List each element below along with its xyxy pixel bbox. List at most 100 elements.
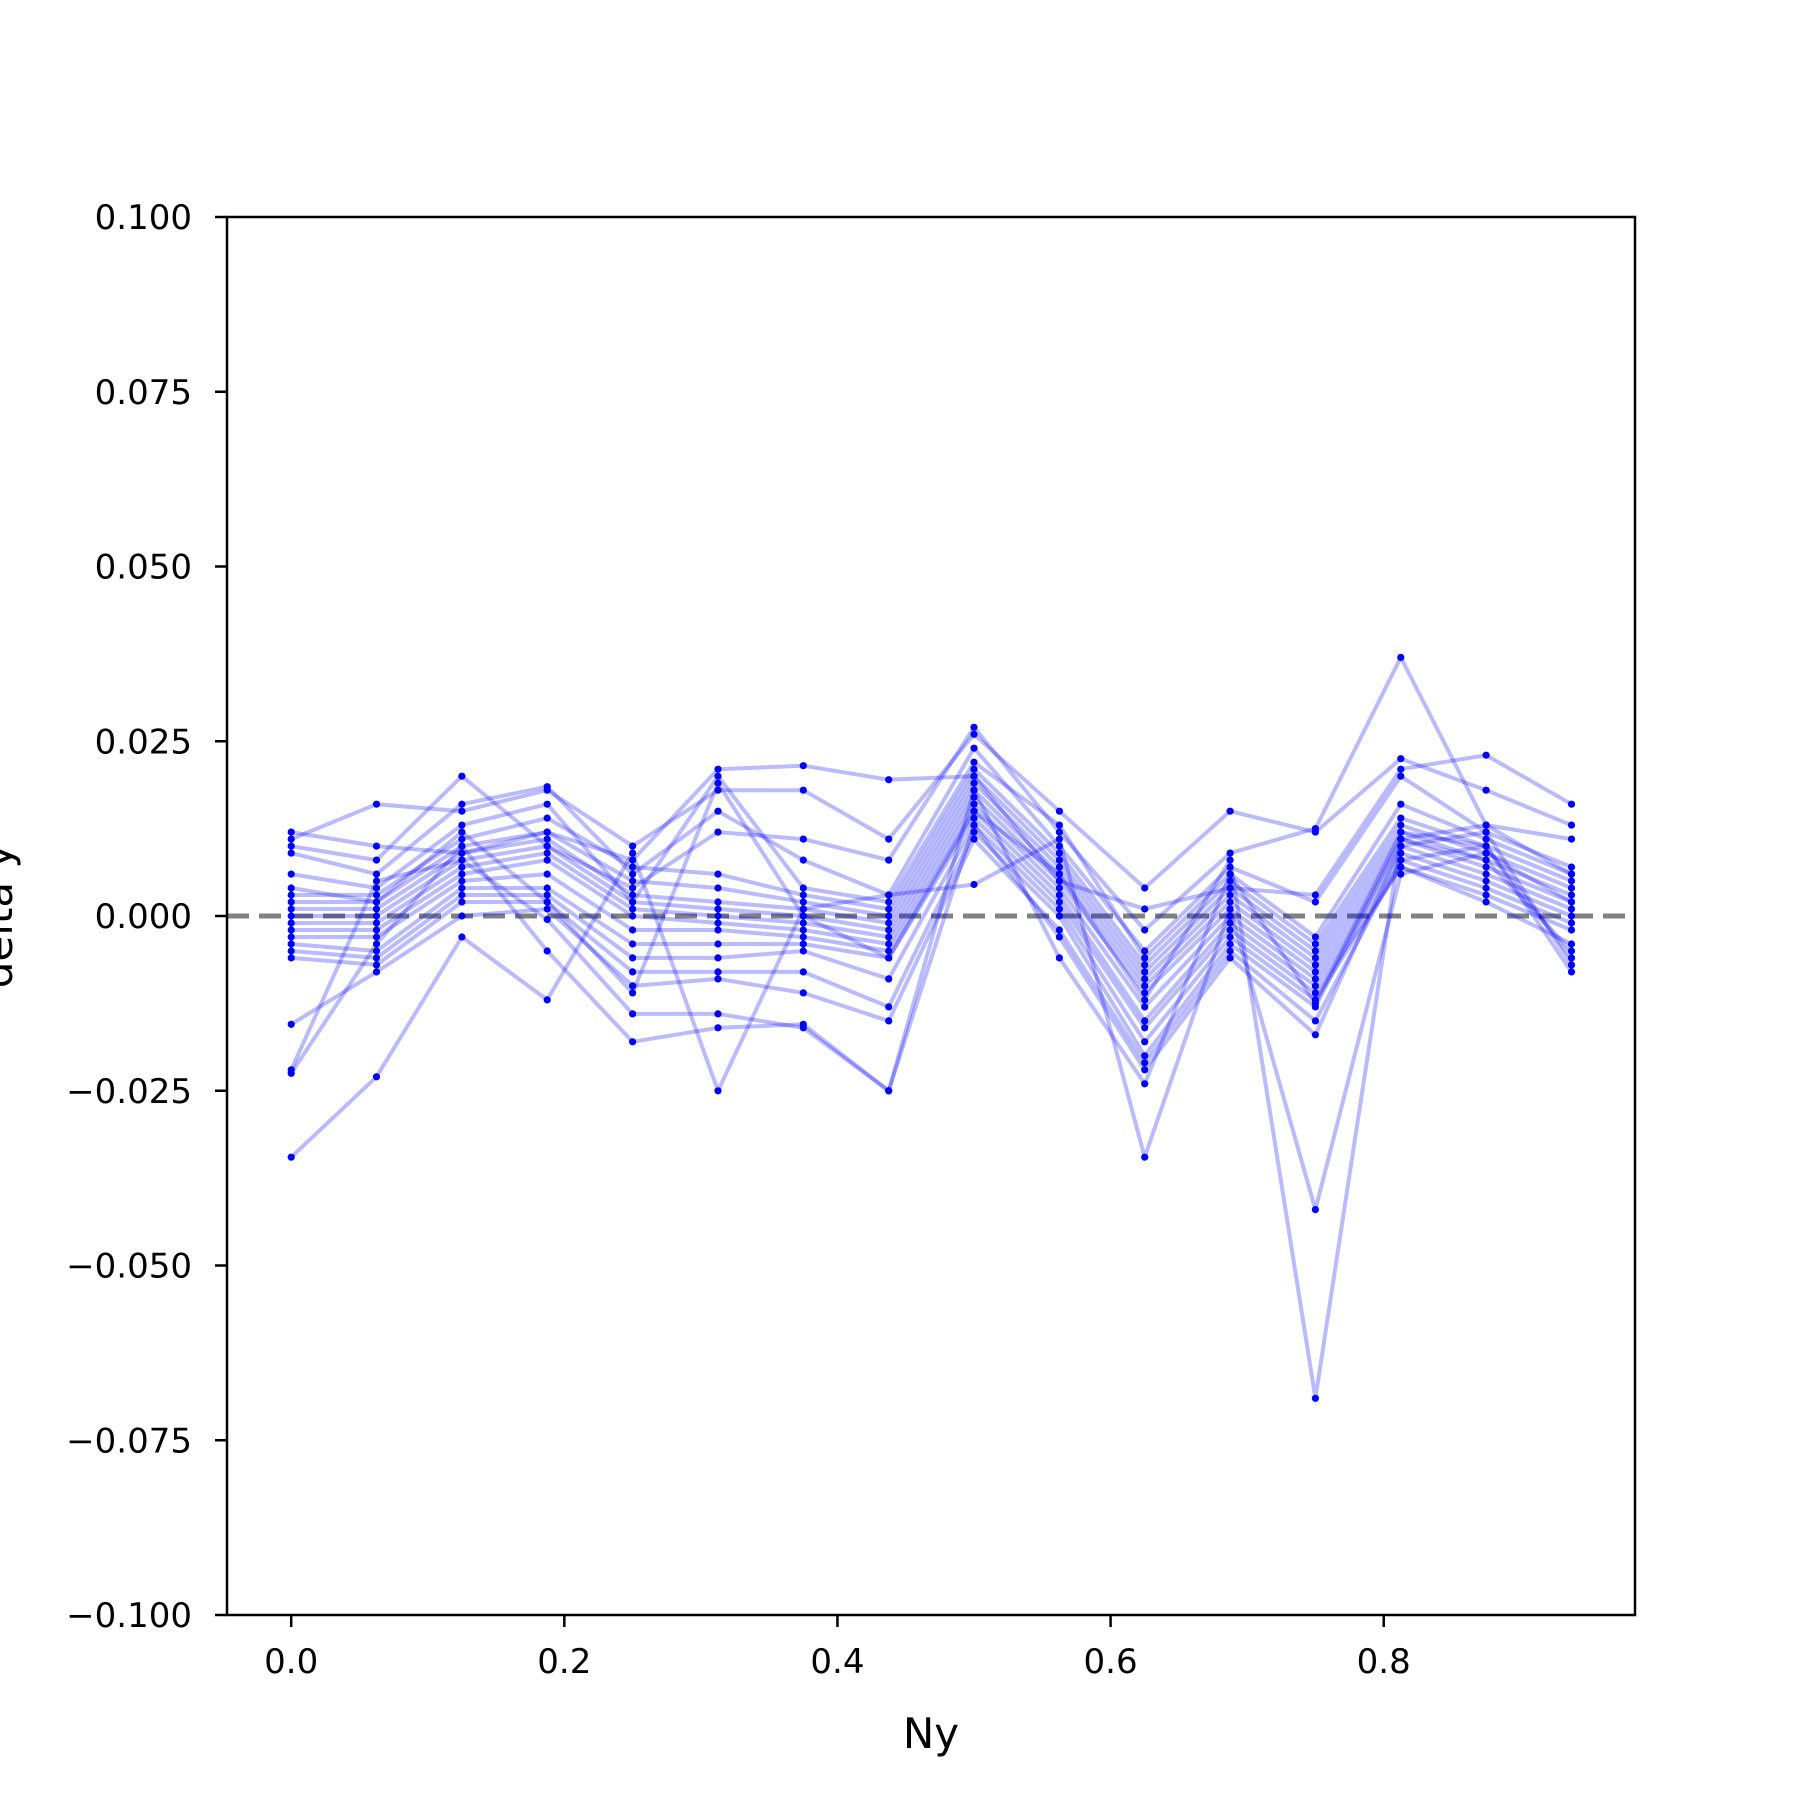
data-point	[1482, 898, 1490, 906]
x-axis: 0.0 0.2 0.4 0.6 0.8	[264, 1615, 1411, 1682]
data-point	[1141, 947, 1149, 955]
data-point	[629, 940, 637, 948]
data-point	[714, 975, 722, 983]
data-point	[629, 884, 637, 892]
data-point	[1055, 842, 1063, 850]
data-point	[1567, 877, 1576, 885]
data-point	[1397, 870, 1405, 878]
data-point	[1397, 772, 1405, 780]
data-point	[372, 856, 381, 864]
data-point	[1226, 898, 1234, 906]
data-point	[799, 926, 807, 934]
y-tick-label: −0.075	[66, 1421, 192, 1461]
data-point	[1226, 870, 1234, 878]
series-line-15	[291, 830, 1573, 1058]
data-point	[1055, 933, 1063, 941]
data-point	[287, 954, 295, 962]
data-point	[1226, 919, 1234, 927]
data-point	[799, 762, 807, 770]
series-line-8	[291, 781, 1573, 981]
data-point	[287, 842, 295, 850]
data-point	[1141, 884, 1149, 892]
data-point	[970, 772, 978, 780]
data-point	[970, 828, 978, 836]
data-point	[1482, 849, 1490, 857]
data-point	[629, 912, 637, 920]
x-axis-label: Ny	[903, 1709, 959, 1758]
data-point	[799, 919, 807, 927]
data-point	[1311, 898, 1319, 906]
data-point	[543, 891, 551, 899]
data-point	[1311, 825, 1319, 833]
data-point	[458, 800, 466, 808]
data-point	[799, 912, 807, 920]
data-point	[1226, 954, 1234, 962]
data-point	[1226, 947, 1234, 955]
data-point	[1055, 884, 1063, 892]
data-point	[714, 828, 722, 836]
data-point	[372, 842, 381, 850]
data-point	[1311, 982, 1319, 990]
data-point	[799, 856, 807, 864]
data-point	[885, 933, 893, 941]
series-line-17	[289, 823, 1574, 1093]
data-point	[287, 891, 295, 899]
data-point	[885, 835, 893, 843]
data-point	[372, 954, 381, 962]
series-line-11	[291, 802, 1573, 1009]
data-point	[543, 996, 551, 1004]
data-point	[1141, 996, 1149, 1004]
data-point	[970, 744, 978, 752]
data-point	[629, 898, 637, 906]
data-point	[970, 723, 978, 731]
data-point	[1141, 1080, 1149, 1088]
data-point	[714, 1024, 722, 1032]
series-line-1	[290, 753, 1573, 911]
data-point	[970, 786, 978, 794]
data-point	[1141, 1003, 1149, 1011]
data-point	[543, 884, 551, 892]
data-point	[1482, 891, 1490, 899]
data-point	[1482, 870, 1490, 878]
data-point	[287, 835, 295, 843]
series-line-18	[289, 788, 1574, 1093]
x-tick-label: 0.6	[1084, 1642, 1138, 1682]
data-point	[372, 940, 381, 948]
data-point	[970, 779, 978, 787]
plot-area	[227, 653, 1635, 1402]
data-point	[1226, 877, 1234, 885]
data-point	[1311, 933, 1319, 941]
data-point	[1567, 870, 1576, 878]
data-point	[1567, 947, 1576, 955]
data-point	[1055, 835, 1063, 843]
data-point	[1055, 849, 1063, 857]
data-point	[714, 905, 722, 913]
data-point	[1567, 884, 1576, 892]
data-point	[287, 870, 295, 878]
data-point	[287, 940, 295, 948]
data-point	[714, 940, 722, 948]
data-point	[543, 849, 551, 857]
data-point	[970, 880, 978, 889]
data-point	[372, 800, 381, 808]
data-point	[543, 898, 551, 906]
data-point	[1141, 968, 1149, 976]
data-point	[543, 800, 551, 808]
series-line-14	[291, 823, 1573, 1044]
data-point	[714, 765, 722, 773]
series-line-9	[291, 788, 1573, 988]
data-point	[1567, 912, 1576, 920]
data-point	[1311, 1017, 1319, 1025]
data-point	[885, 919, 893, 927]
series-line-13	[291, 816, 1573, 1030]
data-point	[714, 884, 722, 892]
data-point	[287, 919, 295, 927]
data-point	[1567, 905, 1576, 913]
data-point	[1226, 912, 1234, 920]
data-point	[372, 1073, 381, 1081]
data-point	[1141, 1153, 1149, 1161]
data-point	[1397, 835, 1405, 843]
data-point	[885, 975, 893, 983]
y-tick-label: 0.000	[95, 897, 192, 937]
